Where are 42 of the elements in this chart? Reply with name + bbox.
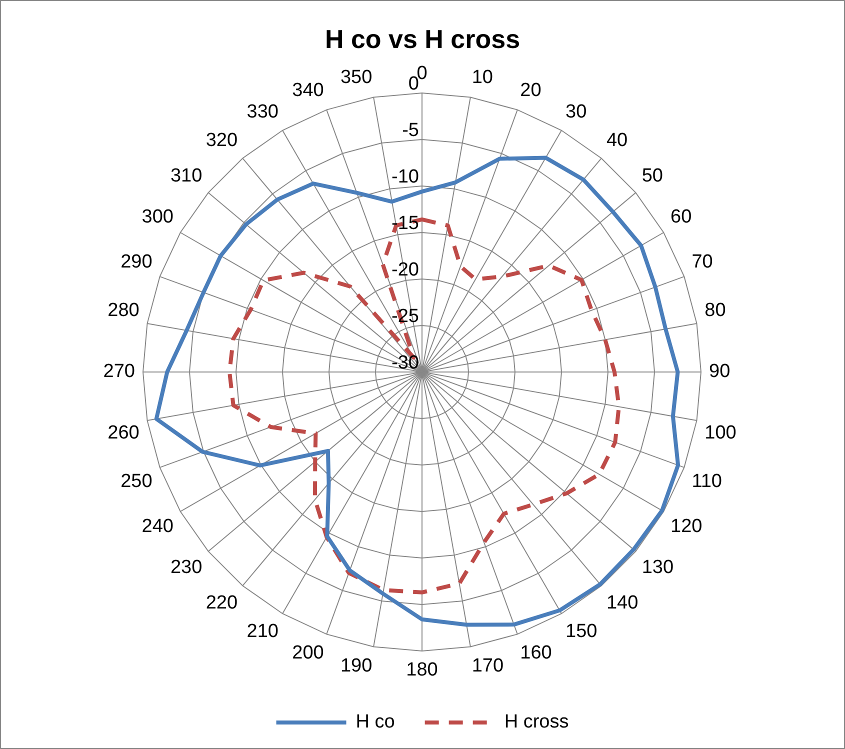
spoke-label: 340	[292, 80, 324, 102]
spoke-label: 20	[520, 80, 542, 102]
spoke-label: 320	[206, 130, 238, 151]
spoke-label: 70	[692, 252, 713, 273]
spoke-label: 100	[704, 422, 736, 444]
spoke-label: 120	[670, 516, 702, 538]
spoke-label: 250	[120, 470, 152, 492]
spoke-label: 300	[142, 206, 174, 228]
spoke-label: 110	[692, 470, 722, 492]
spoke-label: 240	[142, 516, 174, 538]
spoke-label: 90	[709, 361, 730, 382]
spoke-label: 220	[206, 592, 238, 614]
spoke-label: 350	[340, 67, 372, 88]
spoke-label: 10	[472, 67, 493, 88]
spoke-label: 30	[566, 101, 587, 122]
spoke-label: 150	[566, 621, 598, 642]
y-tick-label: -10	[392, 166, 419, 188]
spoke-label: 190	[340, 655, 372, 676]
spoke-label: 210	[246, 621, 278, 642]
spoke-label: 60	[670, 206, 692, 228]
spoke-label: 40	[606, 130, 628, 151]
spoke-label: 170	[472, 655, 504, 676]
spoke-label: 160	[520, 642, 552, 664]
spoke-label: 180	[406, 660, 438, 681]
y-tick-label: -5	[402, 120, 419, 142]
spoke-label: 80	[704, 300, 726, 321]
spoke-label: 130	[642, 557, 674, 578]
spoke-label: 230	[170, 557, 202, 578]
spoke-label: 290	[120, 252, 152, 273]
legend-label: H co	[356, 712, 395, 733]
chart-title: H co vs H cross	[324, 24, 520, 54]
spoke-label: 280	[108, 300, 140, 321]
spoke-label: 140	[606, 592, 638, 614]
legend-label: H cross	[504, 712, 569, 733]
spoke-label: 260	[108, 422, 140, 444]
y-tick-label: -30	[392, 352, 419, 374]
spoke-label: 200	[292, 642, 324, 664]
y-tick-label: -20	[392, 260, 419, 281]
spoke-label: 310	[170, 165, 202, 186]
spoke-label: 330	[246, 101, 278, 122]
spoke-label: 270	[103, 361, 135, 382]
spoke-label: 50	[642, 165, 663, 186]
